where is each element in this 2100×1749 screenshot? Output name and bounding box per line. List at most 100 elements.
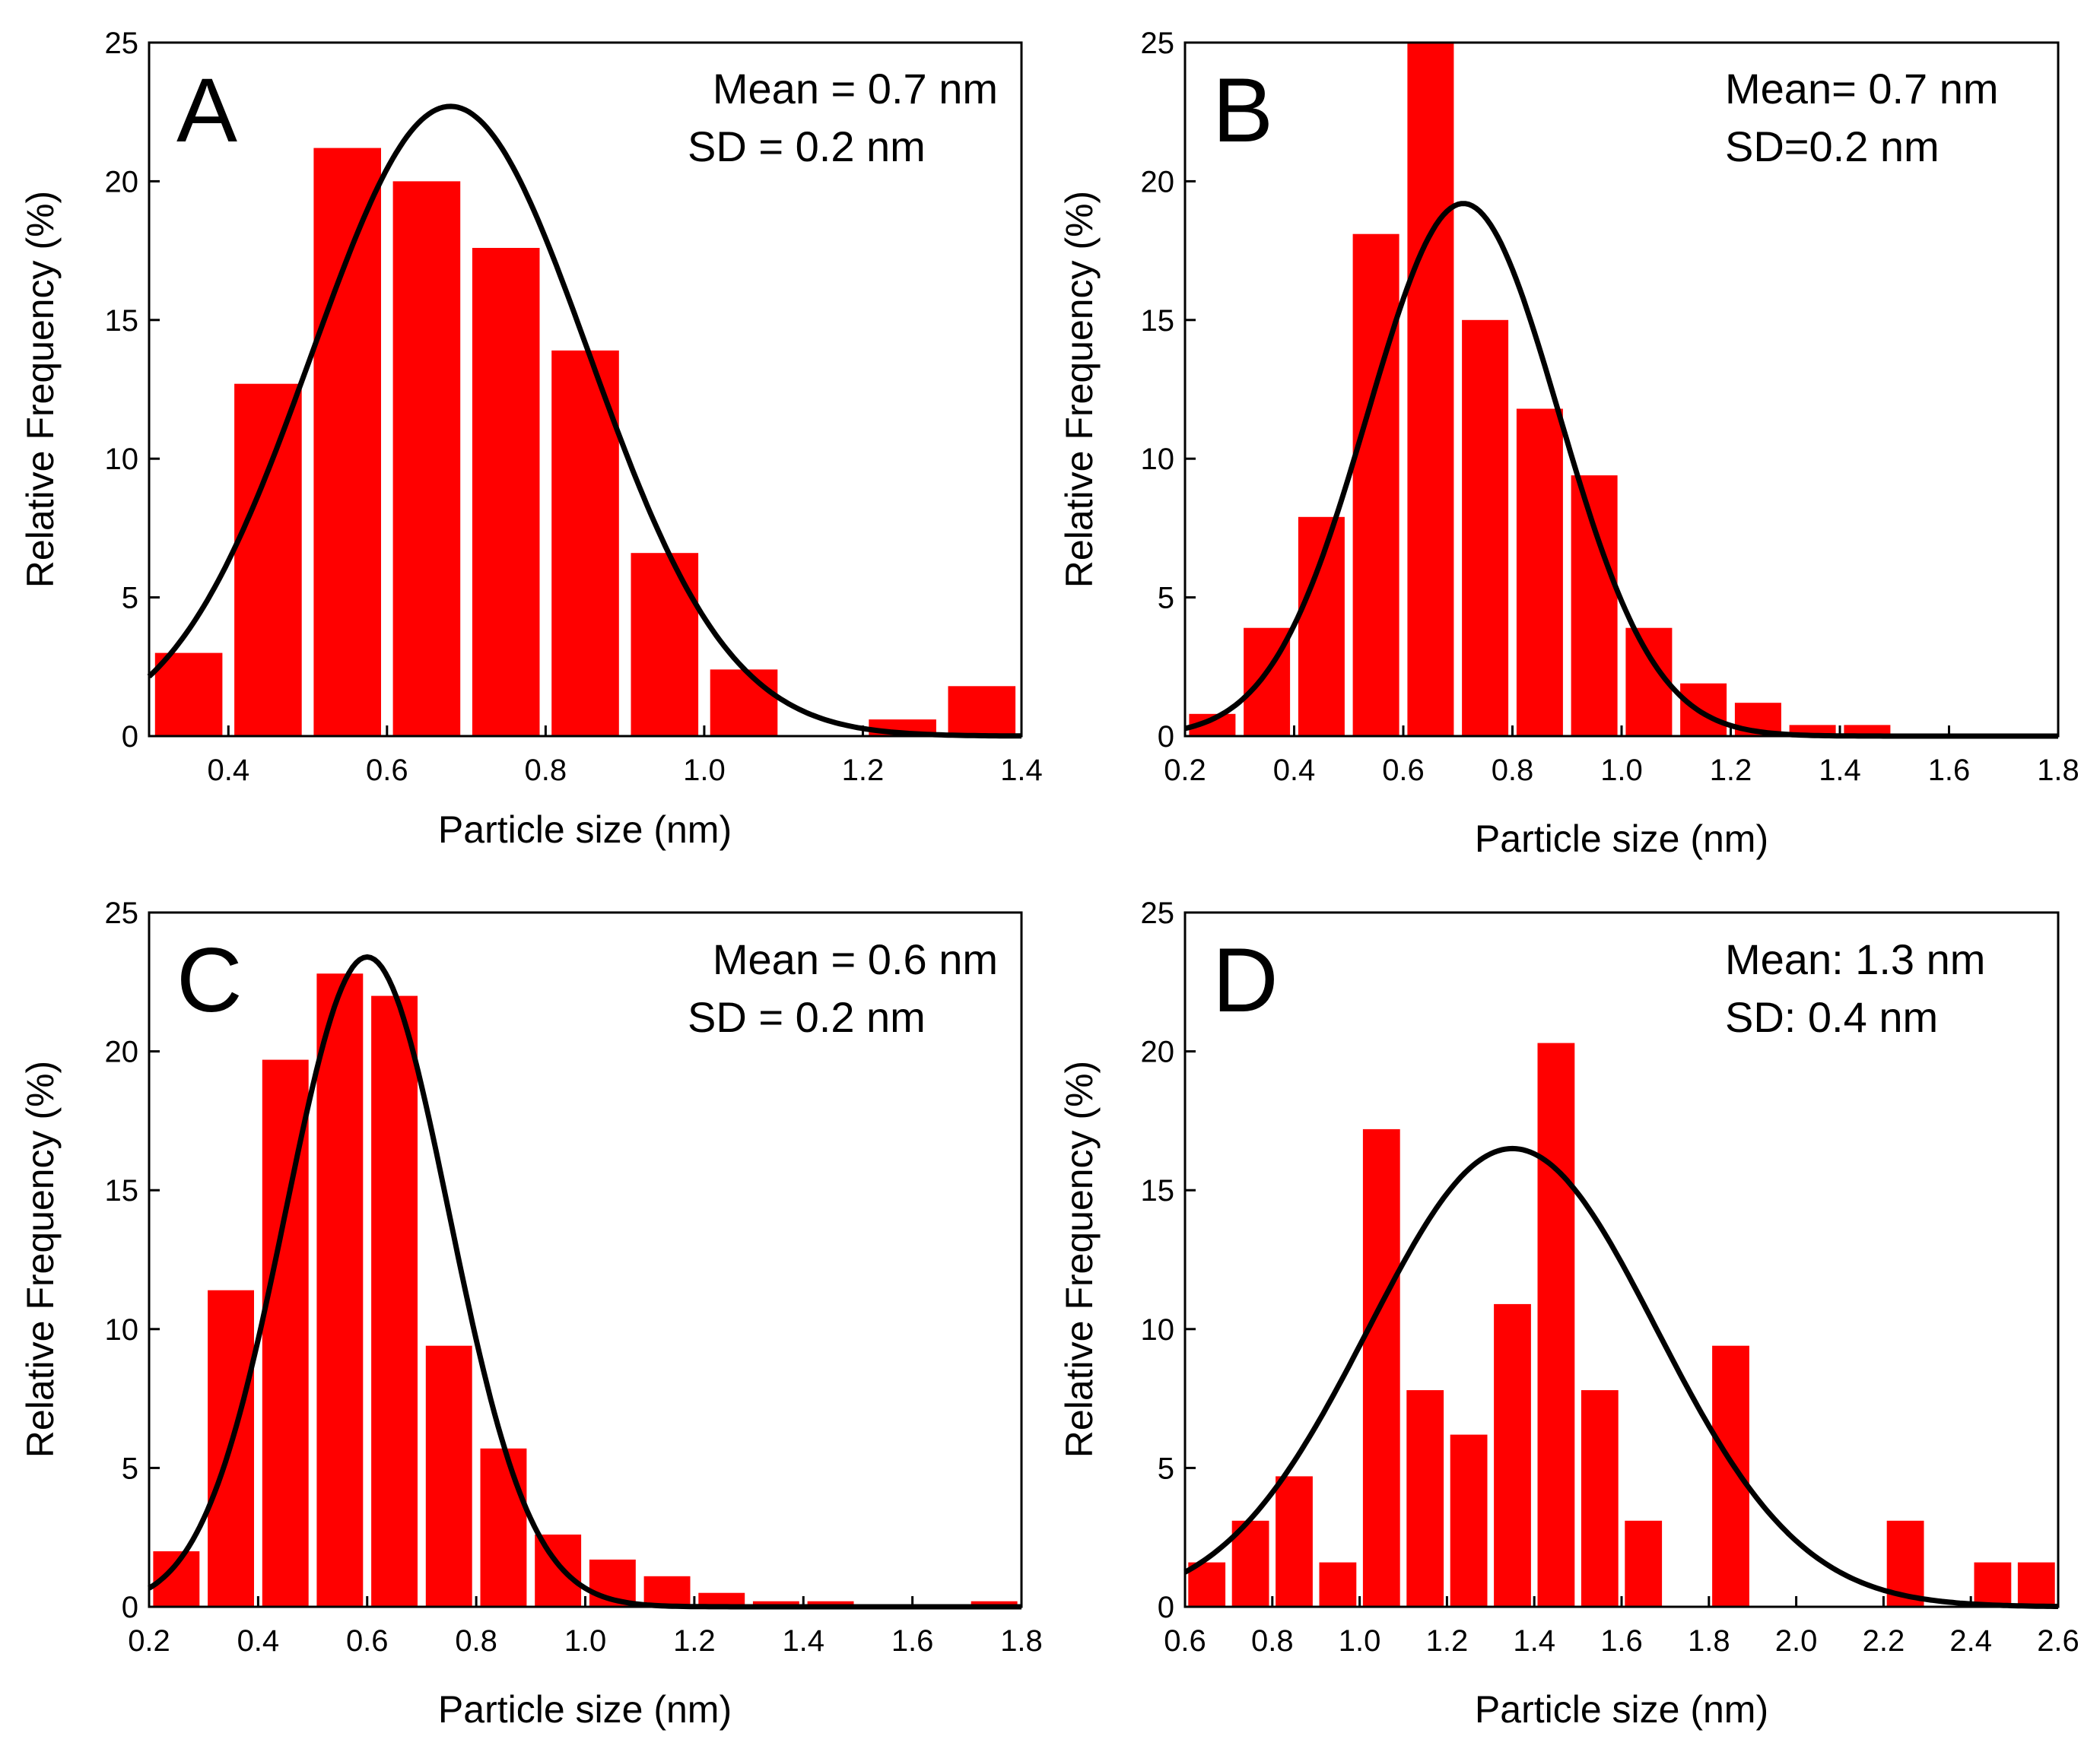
ticks-layer: 0.2 0.4 0.6 0.8 1.0 1.2 1.4 1.6 1.8 0 5 10 15 20 25 [1141, 27, 2079, 787]
histogram-bar-7 [480, 1448, 527, 1607]
histogram-bar-4 [1319, 1562, 1357, 1607]
panel-letter: C [176, 929, 243, 1031]
x-axis-title: Particle size (nm) [1475, 817, 1768, 860]
x-tick-label: 1.4 [1513, 1624, 1555, 1658]
x-tick-label: 1.0 [683, 754, 726, 787]
x-tick-label: 0.4 [237, 1624, 280, 1658]
histogram-bar-3 [1298, 516, 1345, 736]
x-tick-label: 1.4 [1000, 754, 1043, 787]
histogram-bar-10 [948, 686, 1016, 736]
x-tick-label: 2.0 [1775, 1624, 1818, 1658]
histogram-bar-11 [1625, 1520, 1663, 1607]
x-tick-label: 1.0 [564, 1624, 607, 1658]
x-tick-label: 1.0 [1339, 1624, 1381, 1658]
y-tick-label: 0 [1158, 720, 1174, 754]
histogram-bar-3 [313, 148, 381, 737]
y-tick-label: 15 [105, 1174, 139, 1208]
gaussian-fit-curve [147, 103, 1021, 739]
y-tick-label: 0 [122, 720, 138, 754]
x-tick-label: 0.2 [128, 1624, 170, 1658]
x-tick-label: 0.6 [346, 1624, 389, 1658]
histogram-bar-5 [472, 248, 540, 736]
x-tick-label: 1.2 [1710, 754, 1752, 787]
mean-annotation: Mean: 1.3 nm [1725, 935, 1985, 983]
histogram-bar-4 [392, 181, 461, 736]
panel-letter: A [176, 59, 237, 161]
y-tick-label: 25 [105, 27, 139, 60]
y-tick-label: 25 [1141, 27, 1175, 60]
histogram-bar-6 [425, 1345, 472, 1607]
histogram-bar-10 [1581, 1390, 1619, 1607]
bars-layer [154, 148, 1016, 737]
x-tick-label: 0.4 [1273, 754, 1316, 787]
plot-frame [148, 41, 1023, 738]
y-tick-label: 5 [1158, 1452, 1174, 1485]
x-tick-label: 2.2 [1863, 1624, 1905, 1658]
histogram-bar-14 [1974, 1562, 2012, 1607]
x-tick-label: 0.8 [525, 754, 567, 787]
y-tick-label: 20 [105, 1036, 139, 1069]
x-tick-label: 1.0 [1600, 754, 1643, 787]
mean-annotation: Mean = 0.6 nm [713, 935, 998, 983]
histogram-bar-6 [551, 350, 619, 736]
histogram-bar-10 [643, 1576, 691, 1607]
y-axis-title: Relative Frequency (%) [19, 191, 62, 588]
x-tick-label: 1.4 [1819, 754, 1861, 787]
panel-a: 0.4 0.6 0.8 1.0 1.2 1.4 0 5 10 15 20 25 A Mean = 0.… [19, 27, 1043, 851]
histogram-bar-4 [1352, 233, 1399, 736]
histogram-bar-5 [1407, 43, 1454, 736]
x-tick-label: 0.6 [1164, 1624, 1206, 1658]
x-tick-label: 1.8 [1688, 1624, 1730, 1658]
histogram-bar-2 [234, 383, 302, 736]
y-axis-title: Relative Frequency (%) [1058, 191, 1101, 588]
y-tick-label: 10 [1141, 443, 1175, 476]
histogram-bar-13 [807, 1601, 854, 1607]
x-tick-label: 1.2 [1426, 1624, 1469, 1658]
y-tick-label: 0 [122, 1591, 138, 1624]
ticks-layer: 0.4 0.6 0.8 1.0 1.2 1.4 0 5 10 15 20 25 [105, 27, 1043, 787]
sd-annotation: SD = 0.2 nm [688, 122, 926, 170]
mean-annotation: Mean = 0.7 nm [713, 65, 998, 113]
x-tick-label: 0.8 [455, 1624, 497, 1658]
histogram-bar-6 [1406, 1390, 1444, 1607]
x-tick-label: 1.8 [2037, 754, 2079, 787]
y-tick-label: 10 [1141, 1313, 1175, 1347]
x-tick-label: 1.8 [1000, 1624, 1043, 1658]
x-tick-label: 0.8 [1251, 1624, 1294, 1658]
x-tick-label: 2.6 [2037, 1624, 2079, 1658]
y-tick-label: 5 [122, 582, 138, 615]
histogram-bar-7 [1450, 1434, 1488, 1607]
sd-annotation: SD: 0.4 nm [1725, 993, 1938, 1041]
x-tick-label: 0.8 [1492, 754, 1534, 787]
x-tick-label: 0.6 [366, 754, 408, 787]
x-tick-label: 1.4 [782, 1624, 824, 1658]
histogram-bar-12 [752, 1601, 799, 1607]
y-tick-label: 20 [1141, 1036, 1175, 1069]
y-tick-label: 25 [105, 897, 139, 930]
x-tick-label: 1.2 [842, 754, 885, 787]
x-tick-label: 1.6 [891, 1624, 934, 1658]
ticks-layer: 0.6 0.8 1.0 1.2 1.4 1.6 1.8 2.0 2.2 2.4 2.6 0 5 10 15 2… [1141, 897, 2079, 1658]
histogram-bar-15 [2017, 1562, 2055, 1607]
bars-layer [1189, 43, 1891, 736]
y-tick-label: 20 [1141, 165, 1175, 198]
y-tick-label: 0 [1158, 1591, 1174, 1624]
y-tick-label: 10 [105, 443, 139, 476]
y-tick-label: 15 [1141, 304, 1175, 338]
x-tick-label: 1.6 [1928, 754, 1971, 787]
x-axis-title: Particle size (nm) [438, 808, 732, 851]
y-tick-label: 15 [1141, 1174, 1175, 1208]
histogram-bar-5 [1362, 1128, 1400, 1607]
x-tick-label: 0.4 [207, 754, 249, 787]
panel-letter: D [1212, 929, 1279, 1031]
y-axis-title: Relative Frequency (%) [1058, 1061, 1101, 1458]
histogram-bar-7 [631, 553, 699, 736]
x-axis-title: Particle size (nm) [1475, 1688, 1768, 1731]
histogram-bar-1 [154, 652, 223, 736]
histogram-bar-14 [971, 1601, 1018, 1607]
y-tick-label: 5 [1158, 582, 1174, 615]
histogram-bar-8 [1494, 1303, 1531, 1607]
